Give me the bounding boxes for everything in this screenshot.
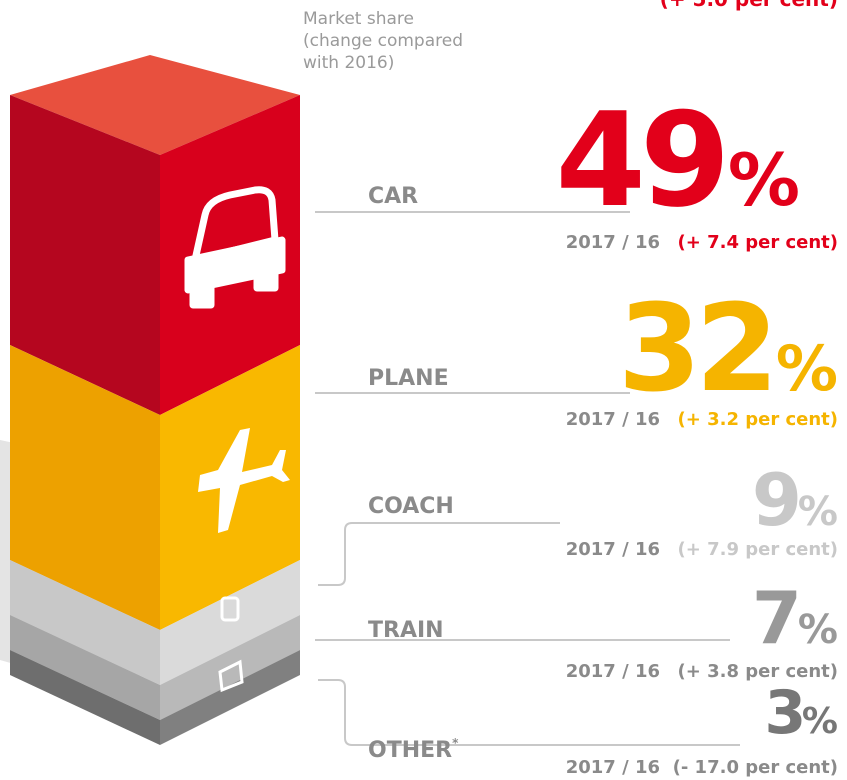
- share-value: 3: [764, 678, 801, 748]
- share-value: 32: [618, 280, 773, 419]
- period: 2017 / 16: [566, 232, 660, 253]
- share-value: 9: [752, 458, 798, 542]
- block-top: [10, 55, 300, 155]
- plane-icon: [198, 428, 290, 533]
- intro-line: (change compared: [303, 31, 463, 51]
- mode-label: TRAIN: [368, 618, 444, 643]
- coach-right: [160, 560, 300, 685]
- train-icon: [218, 659, 244, 693]
- share-value: 49: [555, 84, 724, 236]
- change: (+ 7.4 per cent): [678, 232, 839, 253]
- other-right: [160, 650, 300, 745]
- plane-left: [10, 345, 160, 630]
- share-unit: %: [728, 138, 800, 222]
- change: (- 17.0 per cent): [673, 757, 838, 778]
- car-icon: [184, 186, 286, 309]
- change: (+ 3.8 per cent): [678, 661, 839, 682]
- change: (+ 3.2 per cent): [678, 409, 839, 430]
- mode-label: CAR: [368, 184, 418, 209]
- period: 2017 / 16: [566, 757, 660, 778]
- top-change: (+ 5.0 per cent): [660, 0, 838, 11]
- train-left: [10, 615, 160, 720]
- period: 2017 / 16: [566, 409, 660, 430]
- change: (+ 7.9 per cent): [678, 539, 839, 560]
- period: 2017 / 16: [566, 661, 660, 682]
- share-unit: %: [798, 489, 838, 535]
- footnote-mark: *: [452, 736, 459, 750]
- mode-label: OTHER*: [368, 736, 459, 763]
- connectors: [315, 211, 740, 746]
- share-unit: %: [802, 701, 838, 742]
- mode-label: PLANE: [368, 366, 449, 391]
- bus-icon: [220, 596, 240, 622]
- intro-line: Market share: [303, 9, 414, 29]
- other-left: [10, 650, 160, 745]
- share-value: 7: [752, 576, 797, 660]
- share-unit: %: [776, 332, 838, 405]
- intro-line: with 2016): [303, 53, 394, 73]
- mode-label: COACH: [368, 494, 454, 519]
- share-unit: %: [798, 607, 838, 653]
- stacked-block: [10, 55, 300, 745]
- coach-left: [10, 560, 160, 685]
- period: 2017 / 16: [566, 539, 660, 560]
- car-left: [10, 95, 160, 415]
